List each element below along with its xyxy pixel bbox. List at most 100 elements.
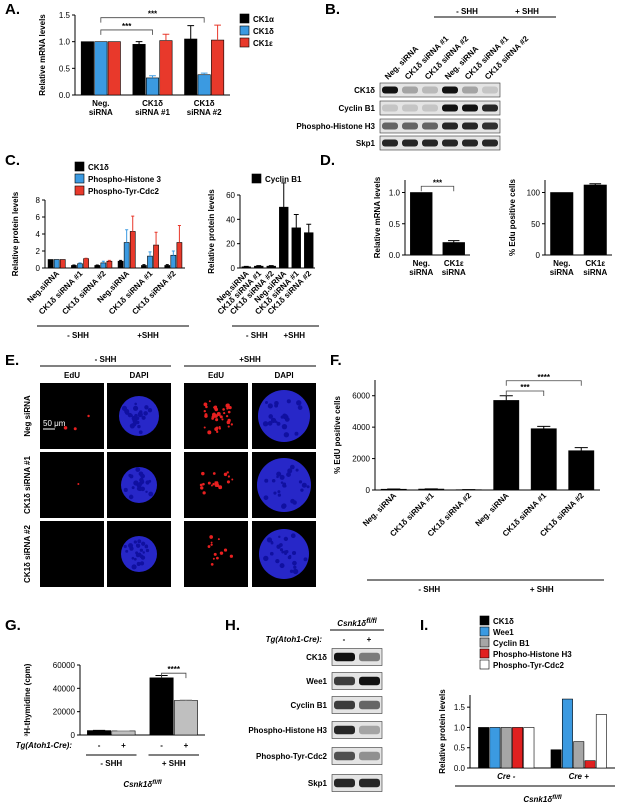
dapi-speckle [138,412,143,418]
edu-dot [210,563,214,566]
error-bar [135,41,143,45]
edu-dot [208,400,211,403]
dapi-speckle [145,490,148,494]
dapi-speckle [137,482,142,487]
dapi-speckle [131,556,135,560]
significance-label: **** [538,373,551,382]
edu-dot [227,475,231,478]
error-bar [131,215,135,232]
y-tick-label: 6 [36,213,41,222]
scale-bar-label: 50 μm [43,419,66,428]
dapi-speckle [280,415,284,419]
bar [266,265,276,269]
error-bar [306,223,312,233]
dapi-speckle [128,494,134,500]
dapi-speckle [282,483,287,488]
edu-dot [214,481,217,484]
bar [573,741,585,769]
dapi-speckle [131,564,137,570]
y-tick-label: 0.0 [389,251,401,260]
dapi-speckle [139,477,144,483]
dapi-speckle [266,537,273,543]
x-tick-label: CK1δ siRNA #1 [135,99,170,117]
blot-row-label: Phospho-Histone H3 [248,726,327,735]
bar [80,41,94,96]
dapi-speckle [277,490,281,494]
edu-dot [221,418,224,421]
blot-band [334,778,355,788]
edu-dot [211,415,215,419]
bar [478,727,490,769]
edu-dot [210,484,213,487]
error-bar [574,447,588,451]
dapi-speckle [287,468,293,474]
blot-row-label: CK1δ [306,653,327,662]
dapi-speckle [140,561,145,566]
bar [530,428,557,491]
edu-dot [226,420,231,425]
error-bar [268,265,274,267]
panel-letter: H. [225,617,240,634]
significance-bracket [505,390,545,396]
significance-label: *** [433,178,443,187]
edu-dot [210,543,213,546]
legend-label: Wee1 [493,628,514,637]
edu-dot [216,483,220,488]
blot-strip [379,82,501,98]
dapi-speckle [131,486,135,490]
blot-row-label: CK1δ [354,86,375,95]
label-with-superscript: Csnk1δfl/fl [337,618,377,629]
significance-bracket [420,185,455,192]
y-axis-label: Relative protein levels [11,191,20,276]
micrograph [40,452,104,518]
dapi-speckle [269,551,274,556]
edu-dot [204,413,208,417]
dapi-speckle [138,471,144,477]
error-bar [187,25,195,39]
x-tick-label: Cre - [497,772,516,781]
series-label: + [184,741,189,750]
edu-dot [228,406,232,410]
edu-dot [216,556,219,560]
legend-swatch [239,37,250,48]
edu-dot [218,427,222,430]
dapi-speckle [127,412,133,418]
significance-bracket [100,17,205,23]
dapi-speckle [301,482,307,488]
y-tick-label: 0.5 [389,220,401,229]
dapi-speckle [274,400,279,406]
dapi-speckle [294,431,299,436]
y-axis-label: Relative mRNA levels [38,14,47,96]
dapi-speckle [137,424,141,429]
error-bar [107,259,111,262]
micrograph [40,521,104,587]
x-tick-label: + SHH [162,759,186,768]
significance-label: *** [122,22,132,31]
bar [176,242,183,269]
bar [568,450,595,491]
dapi-speckle [133,557,137,561]
bar [561,698,573,769]
dapi-speckle [135,416,140,421]
blot-band [402,139,418,147]
bar [77,263,83,269]
dapi-speckle [270,417,277,423]
bar [132,44,146,96]
y-axis-label: Relative protein levels [207,189,216,274]
column-label: DAPI [129,371,148,380]
blot-band [462,104,478,112]
edu-dot [225,414,229,418]
blot-band [382,139,398,147]
group-label: +SHH [239,355,261,364]
edu-dot [202,491,206,495]
dapi-speckle [267,421,273,426]
dapi-speckle [125,549,129,553]
dapi-speckle [262,421,269,427]
dapi-speckle [145,544,148,548]
dapi-speckle [306,485,310,489]
bar [279,206,289,269]
lane-row-label: Tg(Atoh1-Cre): [266,635,323,644]
edu-dot [210,541,213,544]
bar [410,192,433,256]
dapi-speckle [134,413,138,418]
